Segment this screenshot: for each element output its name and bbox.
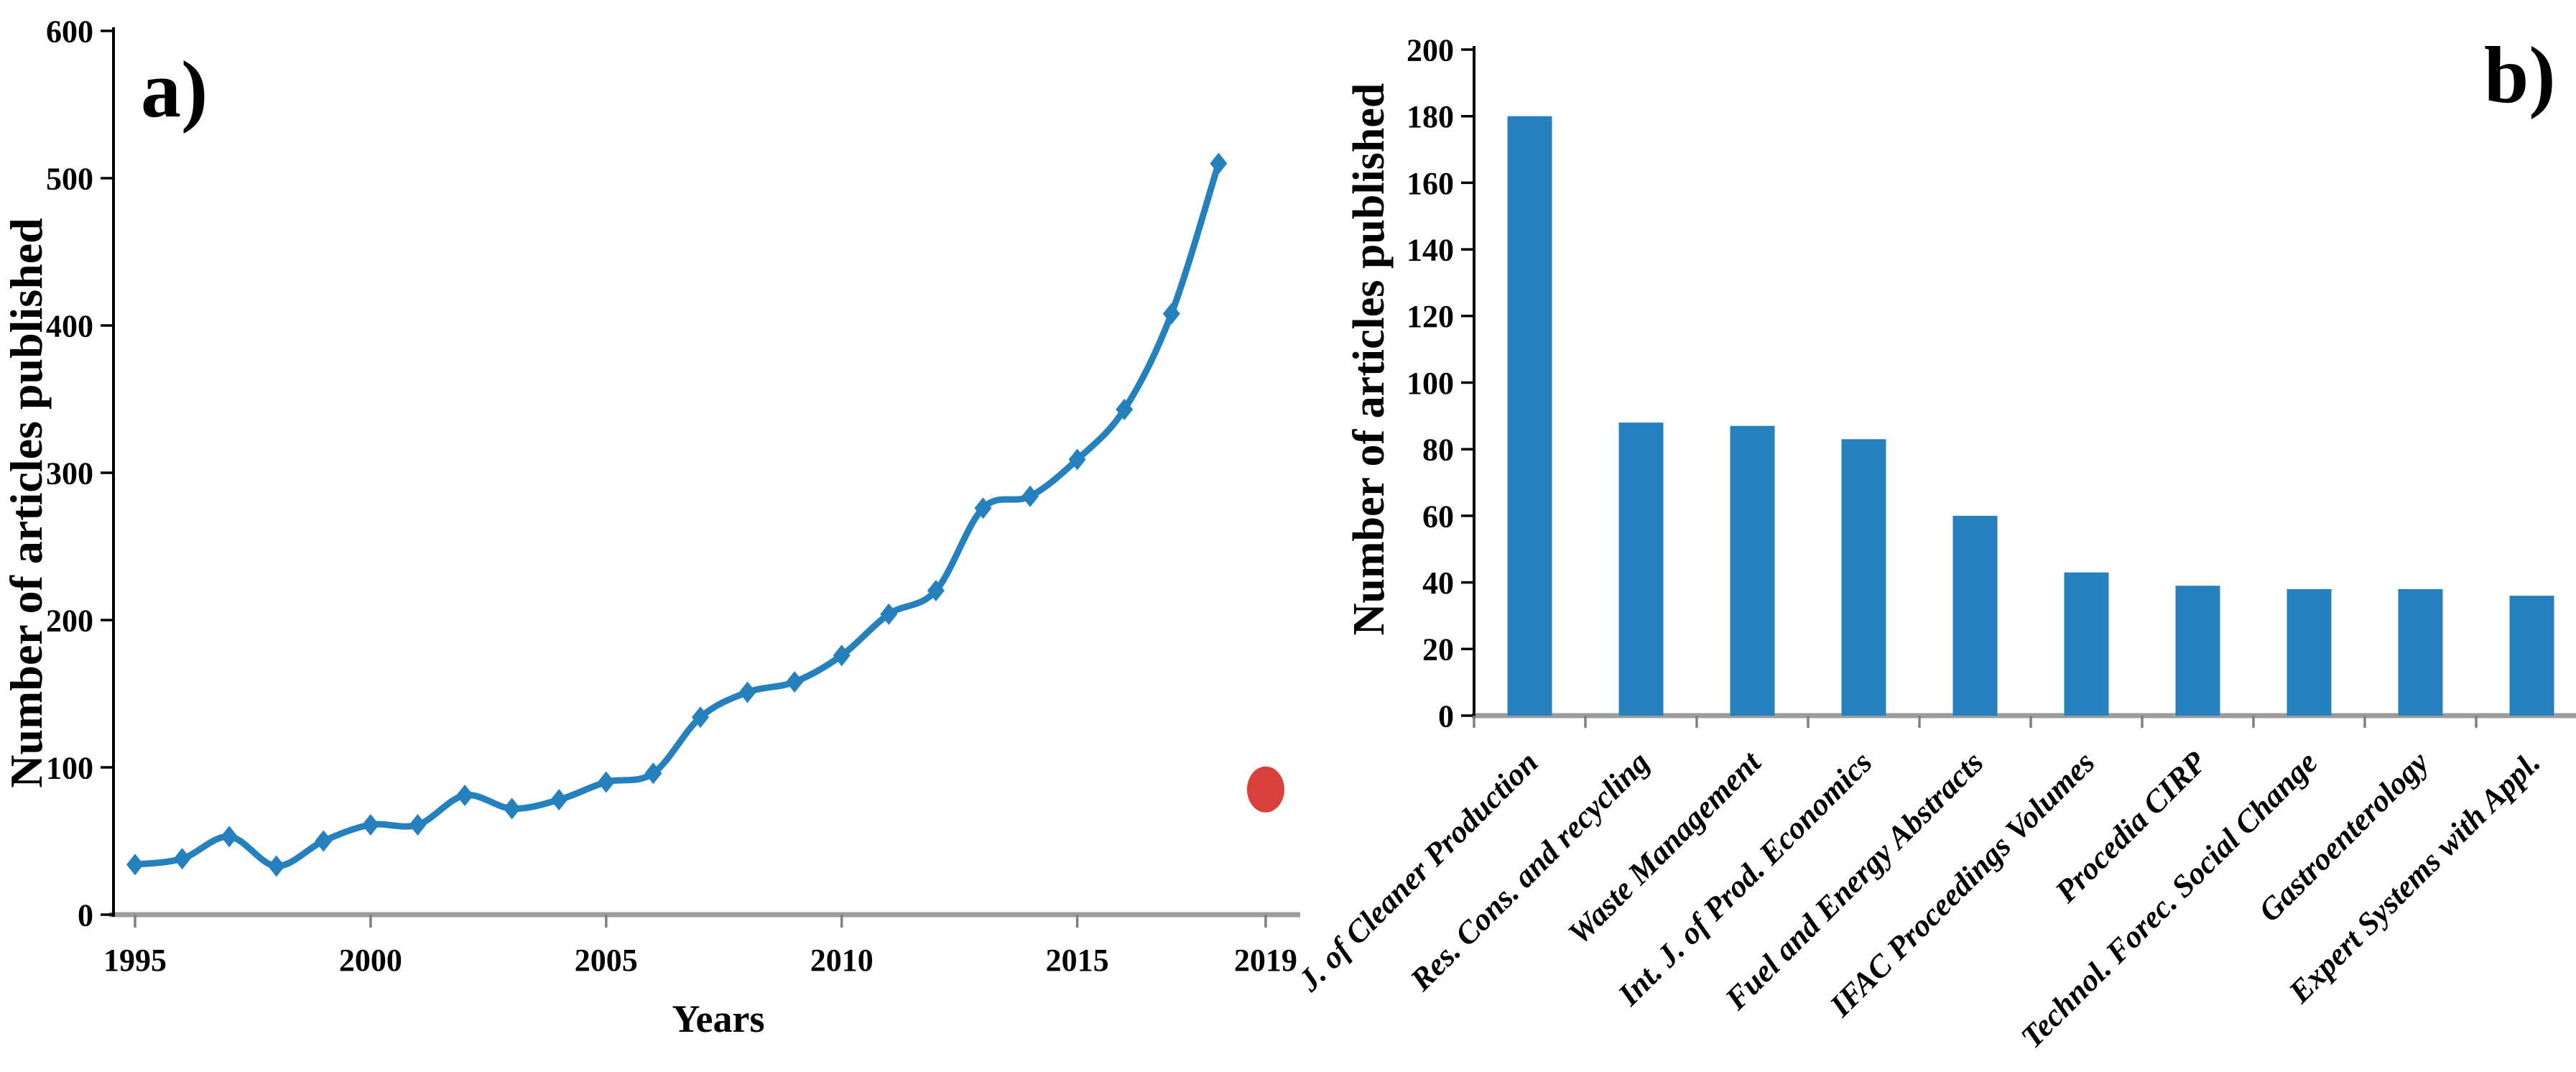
panel-b-y-tick-label: 180 <box>1407 99 1454 134</box>
panel-a-data-point-marker <box>1068 448 1086 471</box>
panel-b-bar <box>1507 116 1552 716</box>
panel-b-bar <box>1730 425 1775 716</box>
panel-b-y-tick-label: 160 <box>1407 166 1454 201</box>
panel-a-data-point-marker <box>126 854 144 876</box>
panel-a-data-point-marker <box>833 644 851 667</box>
panel-b-y-tick-label: 140 <box>1407 233 1454 268</box>
panel-a-y-tick-label: 500 <box>46 161 93 196</box>
panel-b-bar <box>2398 588 2443 716</box>
panel-a-y-axis-title: Number of articles published <box>1 218 52 788</box>
panel-a-data-point-marker <box>738 681 756 703</box>
panel-b-y-tick-label: 0 <box>1438 698 1454 734</box>
panel-a-red-scatter-point <box>1246 766 1284 813</box>
panel-a-data-point-marker <box>315 830 333 852</box>
panel-a-data-point-marker <box>974 497 992 519</box>
panel-a-data-point-marker <box>597 771 615 793</box>
panel-b-bar <box>1952 515 1998 716</box>
panel-b-y-tick-label: 120 <box>1407 299 1454 334</box>
panel-a-data-point-marker <box>1021 485 1039 507</box>
panel-a-x-tick-label: 2000 <box>339 943 402 978</box>
panel-a-x-tick-label: 2005 <box>575 943 638 978</box>
panel-a-data-point-marker <box>1210 152 1228 175</box>
panel-b-category-label: Waste Management <box>1561 744 1769 951</box>
panel-a-y-tick-label: 100 <box>46 750 93 785</box>
panel-b-bar <box>2287 588 2332 716</box>
panel-b-y-tick-label: 20 <box>1422 632 1454 667</box>
panel-a-data-point-marker <box>1162 302 1180 325</box>
panel-a-data-point-marker <box>173 848 191 870</box>
panel-a-data-point-marker <box>456 784 474 806</box>
panel-a-data-point-marker <box>927 580 945 601</box>
panel-b-y-tick-label: 60 <box>1422 499 1454 534</box>
panel-b-y-tick-label: 80 <box>1422 433 1454 468</box>
panel-a-y-tick-label: 400 <box>46 308 93 343</box>
panel-a-data-point-marker <box>267 855 285 877</box>
panel-b-bar <box>2175 586 2220 716</box>
panel-a-data-point-marker <box>550 789 568 811</box>
panel-b-bar <box>1841 439 1886 716</box>
panel-a-x-tick-label: 2010 <box>810 943 874 978</box>
panel-a-data-point-marker <box>409 813 427 836</box>
panel-a-data-point-marker <box>644 762 662 785</box>
panel-a-y-tick-label: 0 <box>78 897 93 933</box>
panel-b-tag-label: b) <box>2484 31 2556 120</box>
panel-a-data-point-marker <box>1116 398 1134 420</box>
panel-a-y-tick-label: 200 <box>46 603 93 638</box>
panel-b-bar <box>2509 596 2554 716</box>
panel-a-data-point-marker <box>786 671 804 693</box>
panel-b-y-tick-label: 40 <box>1422 565 1454 601</box>
panel-a-data-point-marker <box>880 603 898 625</box>
panel-a-x-tick-label: 2015 <box>1046 943 1109 978</box>
panel-a-plot-area: 0 100 200 300 400 500 600 1995 2000 2005 2010 2015 2… <box>46 14 1300 978</box>
panel-a-data-point-marker <box>503 798 521 820</box>
panel-a-x-tick-label: 2019 <box>1234 943 1297 978</box>
panel-b-bar <box>2064 572 2109 716</box>
bar-chart-panel-b: b) Number of articles published 0 20 40 60 8… <box>1291 31 2576 1055</box>
panel-a-x-axis-title: Years <box>672 997 765 1040</box>
panel-a-y-tick-label: 600 <box>46 14 93 49</box>
panel-b-y-tick-label: 200 <box>1407 32 1454 68</box>
panel-a-x-tick-label: 1995 <box>103 943 167 978</box>
panel-a-series-line <box>131 160 1222 869</box>
panel-a-data-point-marker <box>691 706 709 729</box>
panel-a-data-point-marker <box>361 813 379 836</box>
panel-a-y-tick-label: 300 <box>46 456 93 491</box>
panel-b-y-tick-label: 100 <box>1407 366 1454 401</box>
panel-a-data-point-marker <box>221 826 238 848</box>
panel-a-tag-label: a) <box>141 45 208 134</box>
panel-b-y-axis-title: Number of articles published <box>1345 83 1394 636</box>
line-chart-panel-a: a) Number of articles published Years 01… <box>1 14 1300 1040</box>
panel-b-bar <box>1618 422 1664 716</box>
